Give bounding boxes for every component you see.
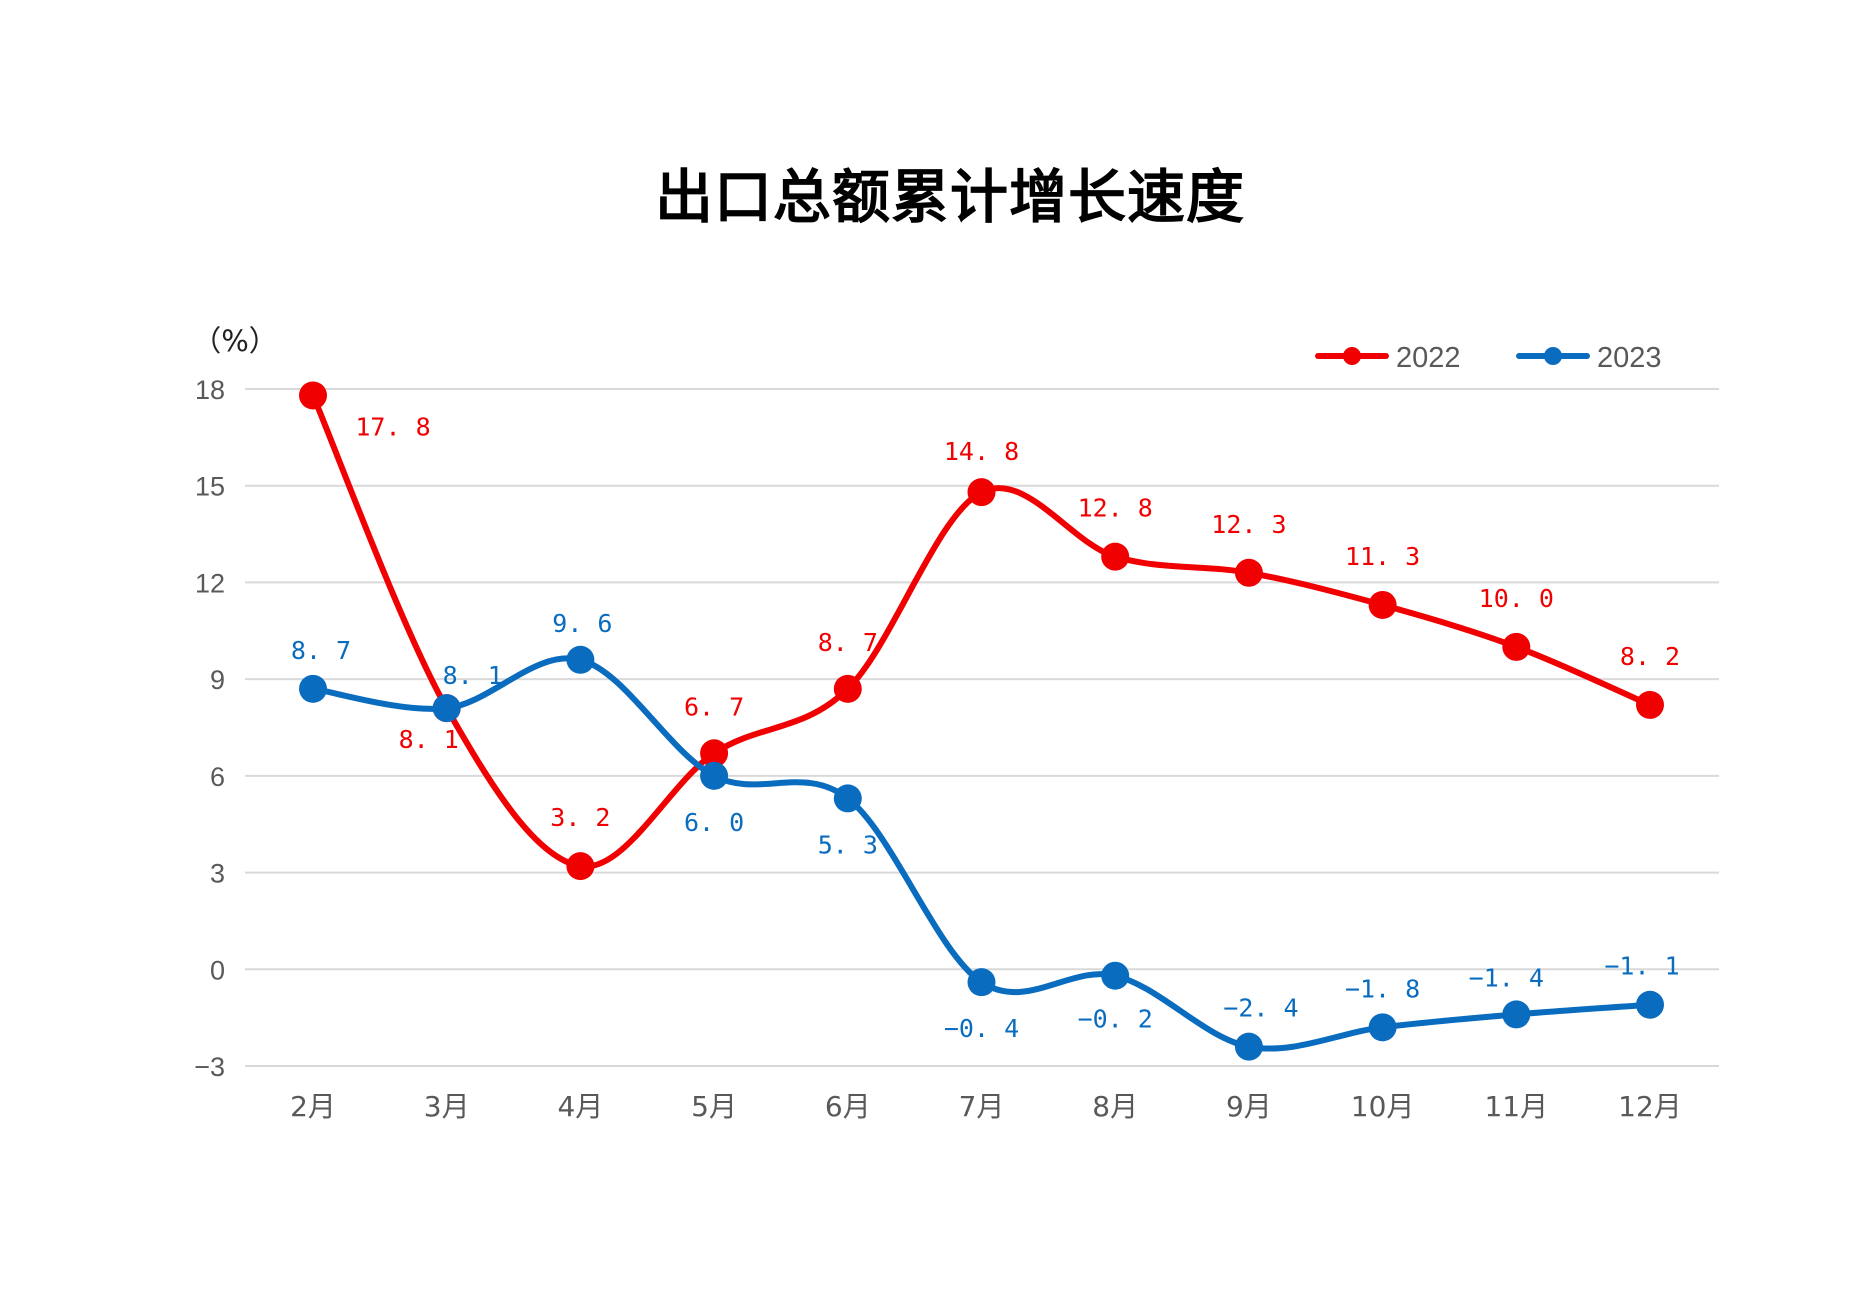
data-label-2022: 11. 3 [1345, 542, 1420, 571]
data-label-2022: 12. 8 [1078, 494, 1153, 523]
data-label-2023: 8. 1 [443, 661, 503, 690]
data-point-2022 [566, 852, 595, 881]
y-tick-label: 15 [195, 472, 225, 502]
data-point-2023 [1234, 1032, 1263, 1061]
data-label-2023: −1. 1 [1604, 952, 1679, 981]
data-label-2023: −1. 4 [1469, 963, 1544, 992]
x-tick-label: 11月 [1484, 1090, 1548, 1123]
x-tick-label: 6月 [825, 1090, 871, 1123]
x-tick-label: 4月 [557, 1090, 603, 1123]
data-label-2022: 17. 8 [355, 412, 430, 441]
data-label-2022: 8. 2 [1620, 642, 1680, 671]
data-point-2022 [967, 478, 996, 507]
y-tick-label: 12 [195, 568, 225, 598]
data-label-2023: 8. 7 [291, 636, 351, 665]
data-label-2023: −2. 4 [1223, 994, 1298, 1023]
x-tick-label: 12月 [1618, 1090, 1682, 1123]
data-point-2022 [700, 739, 729, 768]
data-label-2023: −0. 4 [944, 1014, 1019, 1043]
legend-marker-2022 [1343, 347, 1361, 365]
x-tick-label: 2月 [290, 1090, 336, 1123]
data-point-2023 [299, 674, 327, 703]
data-point-2023 [1101, 961, 1130, 990]
data-point-2022 [1368, 590, 1397, 619]
x-tick-label: 3月 [424, 1090, 470, 1123]
chart-title: 出口总额累计增长速度 [654, 163, 1245, 231]
x-tick-label: 5月 [691, 1090, 737, 1123]
y-axis-unit-label: （%） [192, 324, 278, 358]
x-tick-label: 8月 [1092, 1090, 1138, 1123]
data-label-2022: 8. 1 [399, 725, 459, 754]
legend-label-2023: 2023 [1597, 342, 1662, 374]
data-label-2023: 9. 6 [552, 609, 612, 638]
data-point-2022 [1502, 632, 1531, 661]
y-tick-label: −3 [194, 1052, 225, 1082]
x-tick-label: 10月 [1351, 1090, 1415, 1123]
data-label-2022: 6. 7 [684, 692, 744, 721]
data-point-2023 [566, 645, 595, 674]
data-point-2023 [700, 761, 729, 790]
y-tick-label: 18 [195, 375, 225, 405]
y-tick-label: 0 [210, 955, 225, 985]
data-point-2022 [299, 381, 327, 410]
x-tick-label: 9月 [1226, 1090, 1272, 1123]
data-point-2023 [967, 968, 996, 997]
y-tick-label: 6 [210, 762, 225, 792]
data-label-2023: 5. 3 [818, 830, 878, 859]
x-tick-label: 7月 [959, 1090, 1005, 1123]
legend-marker-2023 [1544, 347, 1562, 365]
data-label-2023: 6. 0 [684, 808, 744, 837]
data-point-2023 [1368, 1013, 1397, 1042]
data-label-2022: 3. 2 [550, 803, 610, 832]
data-label-2022: 10. 0 [1479, 584, 1554, 613]
data-label-2022: 14. 8 [944, 437, 1019, 466]
data-point-2023 [833, 784, 862, 813]
data-point-2022 [1234, 558, 1263, 587]
data-point-2023 [432, 694, 461, 723]
series-line-2023 [312, 655, 1651, 1052]
y-tick-label: 9 [210, 665, 225, 695]
data-point-2022 [1101, 542, 1130, 571]
y-tick-label: 3 [210, 859, 225, 889]
data-point-2023 [1636, 990, 1664, 1019]
data-point-2023 [1502, 1000, 1531, 1029]
data-label-2022: 12. 3 [1211, 510, 1286, 539]
data-label-2023: −1. 8 [1345, 974, 1420, 1003]
data-point-2022 [833, 674, 862, 703]
data-label-2023: −0. 2 [1078, 1005, 1153, 1034]
data-point-2022 [1636, 690, 1664, 719]
legend-label-2022: 2022 [1396, 342, 1461, 374]
data-label-2022: 8. 7 [818, 628, 878, 657]
